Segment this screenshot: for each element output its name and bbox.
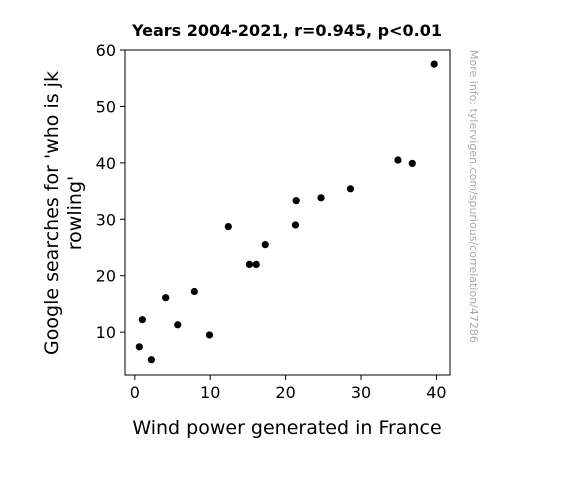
x-tick-label: 30 [351,383,371,402]
data-point [252,260,260,269]
chart-title: Years 2004-2021, r=0.945, p<0.01 [131,21,442,40]
y-axis-label-line-2: rowling' [64,176,86,250]
x-axis-ticks: 0 10 20 30 40 [130,375,447,402]
data-point [174,321,182,329]
data-point [394,156,402,164]
data-point [261,241,269,249]
data-point [138,316,146,324]
x-tick-label: 20 [275,383,295,402]
watermark-text: More info: tylervigen.com/spurious/corre… [467,50,480,343]
x-tick-label: 10 [200,383,220,402]
y-tick-label: 40 [96,154,116,173]
y-tick-label: 10 [96,323,116,342]
y-axis-label: Google searches for 'who is jk rowling' [41,71,86,355]
y-tick-label: 20 [96,267,116,286]
data-point [245,260,254,269]
x-axis-label: Wind power generated in France [132,417,441,439]
watermark: More info: tylervigen.com/spurious/corre… [467,50,480,343]
data-point [147,356,155,364]
y-axis-label-line-1: Google searches for 'who is jk [41,71,63,355]
plot-frame [124,49,451,376]
y-tick-label: 60 [96,41,116,60]
data-point [292,197,300,205]
data-point [291,221,300,229]
data-point [317,194,325,202]
data-points [135,60,438,364]
y-tick-label: 50 [96,97,116,116]
y-axis-ticks: 10 20 30 40 50 60 [96,41,125,342]
x-tick-label: 0 [130,383,140,402]
plot-area: 0 10 20 30 40 10 20 30 40 50 60 [96,41,451,402]
data-point [224,223,232,231]
data-point [430,60,438,68]
data-point [135,343,143,351]
y-tick-label: 30 [96,210,116,229]
x-tick-label: 40 [426,383,446,402]
data-point [190,287,198,296]
data-point [408,159,416,168]
data-point [162,294,170,302]
data-point [205,331,214,339]
data-point [346,185,355,193]
